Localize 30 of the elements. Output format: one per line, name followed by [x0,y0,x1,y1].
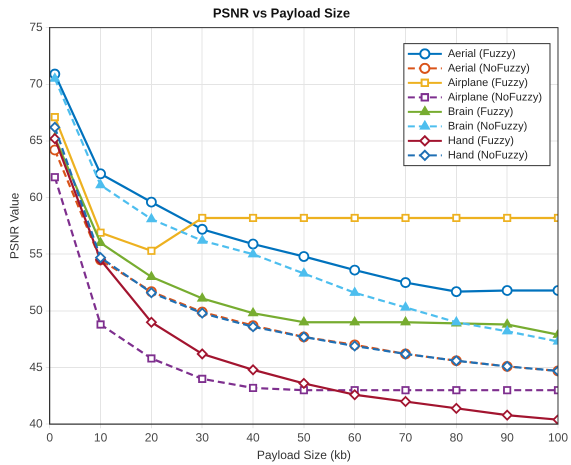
x-tick-label: 100 [548,430,568,445]
legend-label: Airplane (Fuzzy) [448,76,528,89]
x-tick-label: 90 [500,430,514,445]
y-axis-title: PSNR Value [8,192,22,260]
x-axis-title: Payload Size (kb) [256,448,351,462]
legend-label: Brain (Fuzzy) [448,106,514,118]
legend-label: Brain (NoFuzzy) [448,120,528,132]
y-tick-label: 55 [29,246,44,261]
x-tick-label: 40 [246,430,260,445]
y-tick-label: 75 [29,20,44,34]
x-tick-label: 50 [297,430,311,445]
x-tick-label: 30 [196,430,210,445]
legend-label: Hand (NoFuzzy) [448,149,528,162]
x-tick-label: 70 [398,430,413,445]
legend-label: Hand (Fuzzy) [448,134,514,147]
legend-label: Aerial (NoFuzzy) [448,62,530,74]
legend-label: Aerial (Fuzzy) [448,48,516,60]
x-tick-label: 0 [46,430,54,445]
y-tick-label: 70 [29,76,44,91]
x-tick-label: 20 [144,430,158,445]
y-tick-label: 65 [29,133,44,148]
y-tick-label: 45 [29,360,44,374]
legend-label: Airplane (NoFuzzy) [448,91,542,104]
y-tick-label: 50 [29,303,44,318]
chart-title: PSNR vs Payload Size [212,5,350,20]
x-tick-label: 10 [94,430,108,445]
y-tick-label: 40 [29,416,44,431]
x-tick-label: 60 [348,430,362,445]
y-tick-label: 60 [29,190,44,204]
x-tick-label: 80 [450,430,464,445]
